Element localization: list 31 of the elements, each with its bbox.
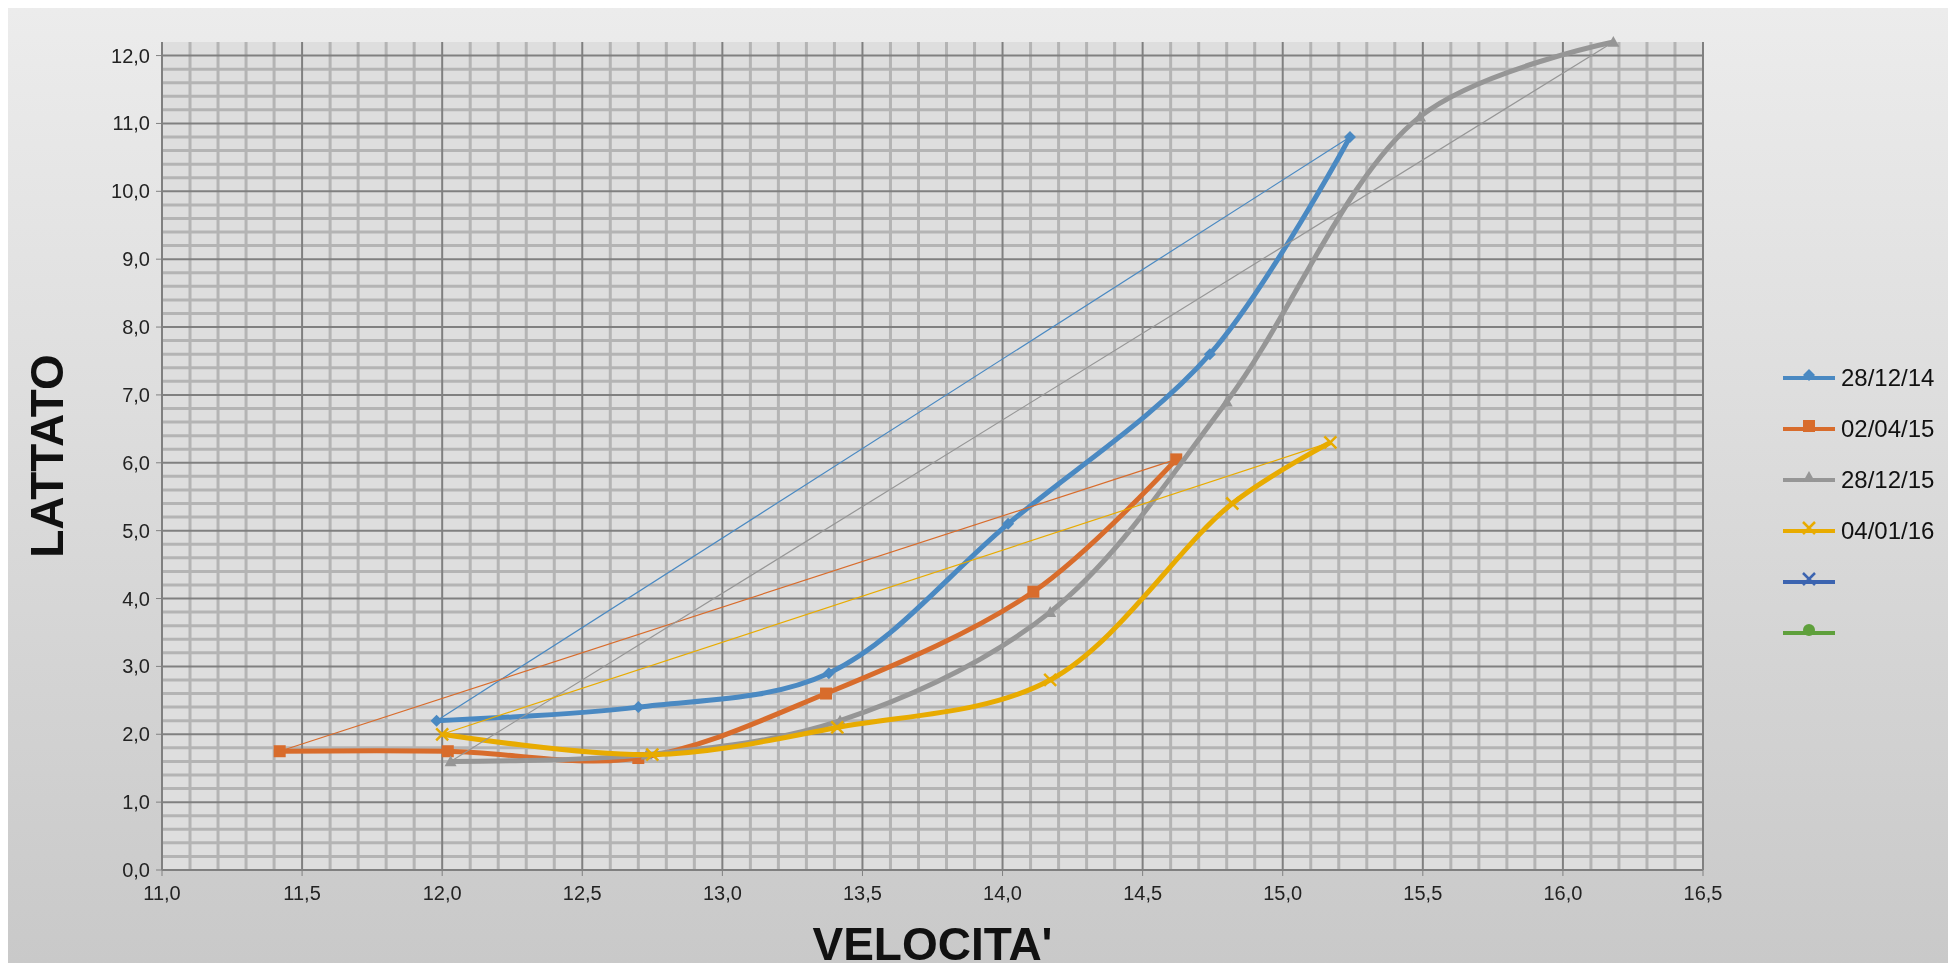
legend-label: 28/12/14	[1841, 364, 1935, 391]
y-tick-label: 4,0	[122, 587, 150, 610]
y-tick-label: 12,0	[111, 44, 150, 67]
y-axis-title: LATTATO	[21, 354, 73, 558]
x-tick-label: 13,5	[842, 882, 882, 904]
legend-label: 28/12/15	[1841, 466, 1935, 493]
y-tick-label: 8,0	[122, 316, 150, 339]
x-tick-label: 15,0	[1263, 882, 1303, 904]
x-tick-label: 13,0	[702, 882, 742, 904]
y-tick-label: 11,0	[112, 112, 150, 135]
y-tick-label: 6,0	[122, 451, 150, 474]
x-tick-label: 14,0	[983, 882, 1023, 904]
y-tick-label: 9,0	[122, 248, 150, 271]
y-tick-label: 5,0	[122, 519, 150, 542]
y-tick-label: 1,0	[122, 791, 150, 814]
x-tick-label: 12,5	[562, 882, 602, 904]
y-tick-label: 0,0	[122, 859, 150, 881]
x-tick-label: 11,5	[283, 882, 321, 904]
y-tick-label: 7,0	[122, 383, 150, 406]
x-tick-label: 14,5	[1123, 882, 1163, 904]
x-tick-label: 16,5	[1683, 882, 1723, 904]
legend-label: 04/01/16	[1841, 517, 1935, 544]
y-tick-label: 3,0	[122, 655, 150, 678]
x-tick-label: 15,5	[1403, 882, 1443, 904]
x-axis-title: VELOCITA'	[812, 918, 1053, 970]
y-tick-label: 2,0	[122, 723, 150, 746]
legend-label: 02/04/15	[1841, 415, 1935, 442]
x-tick-label: 16,0	[1543, 882, 1583, 904]
y-tick-label: 10,0	[111, 180, 150, 203]
x-tick-label: 11,0	[143, 882, 181, 904]
x-tick-label: 12,0	[422, 882, 462, 904]
